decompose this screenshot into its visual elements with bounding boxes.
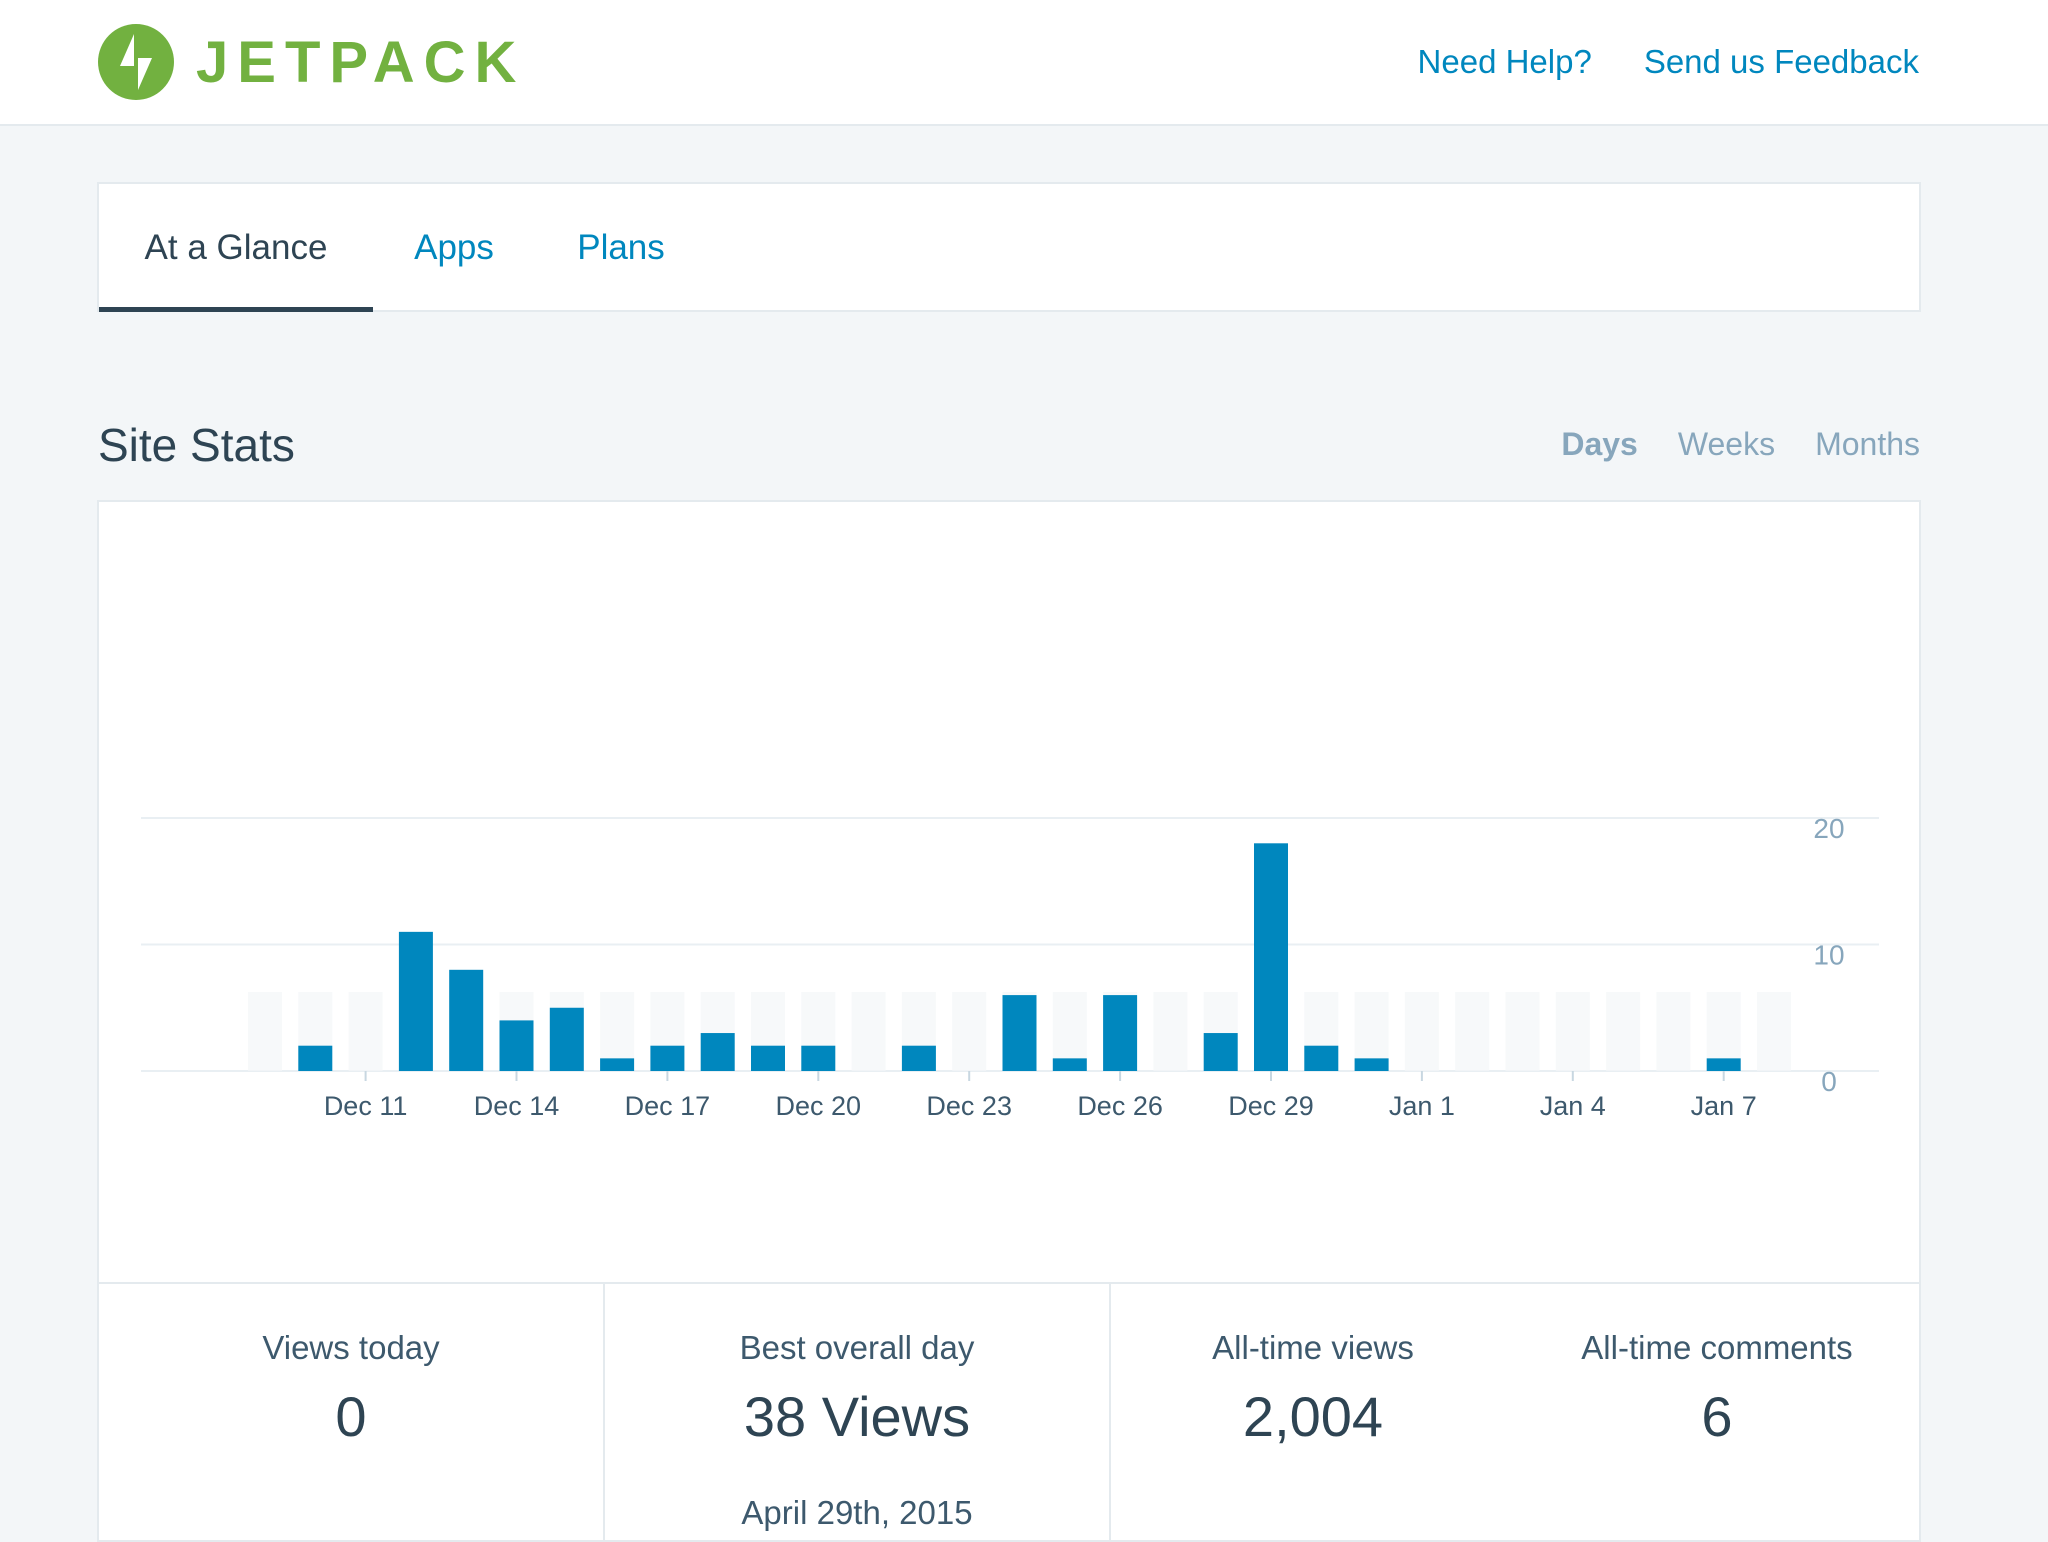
y-tick-label: 20 [1813,813,1844,844]
bar [650,1045,685,1071]
bar [1052,1058,1087,1071]
bar-background [1153,992,1188,1071]
bar-background [1757,992,1791,1071]
bar-background [1555,992,1590,1071]
bar [449,969,484,1071]
logo-text: JETPACK [196,29,526,95]
section-nav: At a Glance Apps Plans [97,182,1921,312]
bar-background [952,992,987,1071]
bar [1254,843,1288,1071]
bar [801,1045,836,1071]
stats-chart-card: 0 10 20 Dec 11 Dec 14 Dec 17 Dec 20 Dec 23 Dec 2… [97,500,1921,1284]
top-header: JETPACK Need Help? Send us Feedback [0,0,2048,126]
bar-background [1706,992,1741,1071]
bar-background [1606,992,1641,1071]
x-tick-label: Dec 14 [474,1091,560,1121]
bar-background [600,992,635,1071]
x-tick-label: Dec 17 [625,1091,711,1121]
bar [1304,1045,1339,1071]
all-time-views-label: All-time views [1212,1329,1414,1366]
jetpack-logo[interactable]: JETPACK [98,24,525,100]
views-today-cell: Views today 0 [99,1284,605,1540]
bar-background [1052,992,1087,1071]
period-months[interactable]: Months [1815,426,1920,462]
bar [1203,1033,1238,1071]
x-tick-label: Dec 29 [1228,1091,1314,1121]
best-day-label: Best overall day [739,1329,975,1366]
all-time-cell: All-time views 2,004 All-time comments 6 [1111,1284,1919,1540]
bar-background [851,992,886,1071]
bar-background [1656,992,1691,1071]
send-feedback-link[interactable]: Send us Feedback [1643,43,1919,80]
bar [298,1045,333,1071]
all-time-views: All-time views 2,004 [1111,1284,1515,1540]
bar [1706,1058,1741,1071]
x-tick-label: Jan 1 [1389,1091,1455,1121]
bar [398,931,433,1071]
period-weeks[interactable]: Weeks [1677,426,1776,462]
views-today-value: 0 [335,1385,367,1448]
jetpack-bolt-icon [98,24,174,100]
stats-bar-chart: 0 10 20 Dec 11 Dec 14 Dec 17 Dec 20 Dec 23 Dec 2… [141,813,1879,1121]
bar-background [1505,992,1540,1071]
bar [1354,1058,1389,1071]
bar [751,1045,785,1071]
views-today-label: Views today [262,1329,440,1366]
tab-at-a-glance[interactable]: At a Glance [99,184,373,312]
period-days[interactable]: Days [1561,426,1638,462]
x-tick-label: Dec 11 [324,1091,408,1121]
need-help-link[interactable]: Need Help? [1417,43,1592,80]
site-stats-header: Site Stats Days Weeks Months [98,412,1920,482]
bar [1002,995,1037,1071]
bar-background [248,992,282,1071]
bar [901,1045,936,1071]
x-tick-label: Dec 20 [776,1091,862,1121]
all-time-comments-label: All-time comments [1581,1329,1853,1366]
site-stats-title: Site Stats [98,419,295,471]
tab-plans[interactable]: Plans [577,228,665,267]
tab-apps[interactable]: Apps [414,228,494,267]
header-links: Need Help? Send us Feedback [1418,38,1919,86]
all-time-views-value: 2,004 [1242,1385,1384,1448]
bar-background [1354,992,1389,1071]
best-day-value: 38 Views [743,1385,971,1448]
bar-background [348,992,383,1071]
y-tick-label: 10 [1813,940,1844,971]
all-time-comments: All-time comments 6 [1515,1284,1919,1540]
best-day-cell: Best overall day 38 Views April 29th, 20… [605,1284,1111,1540]
x-tick-label: Dec 26 [1077,1091,1163,1121]
x-tick-label: Dec 23 [926,1091,1012,1121]
period-selector: Days Weeks Months [1561,426,1920,463]
bar [600,1058,635,1071]
stats-summary: Views today 0 Best overall day 38 Views … [97,1282,1921,1542]
x-tick-label: Jan 7 [1691,1091,1757,1121]
bar-background [1404,992,1439,1071]
y-tick-label: 0 [1821,1066,1837,1097]
all-time-comments-value: 6 [1701,1385,1733,1448]
x-tick-label: Jan 4 [1540,1091,1606,1121]
bar [1103,995,1138,1071]
bar-background [1455,992,1490,1071]
bar [700,1033,735,1071]
bar [549,1007,584,1071]
bar [499,1020,534,1071]
best-day-date: April 29th, 2015 [741,1494,973,1531]
